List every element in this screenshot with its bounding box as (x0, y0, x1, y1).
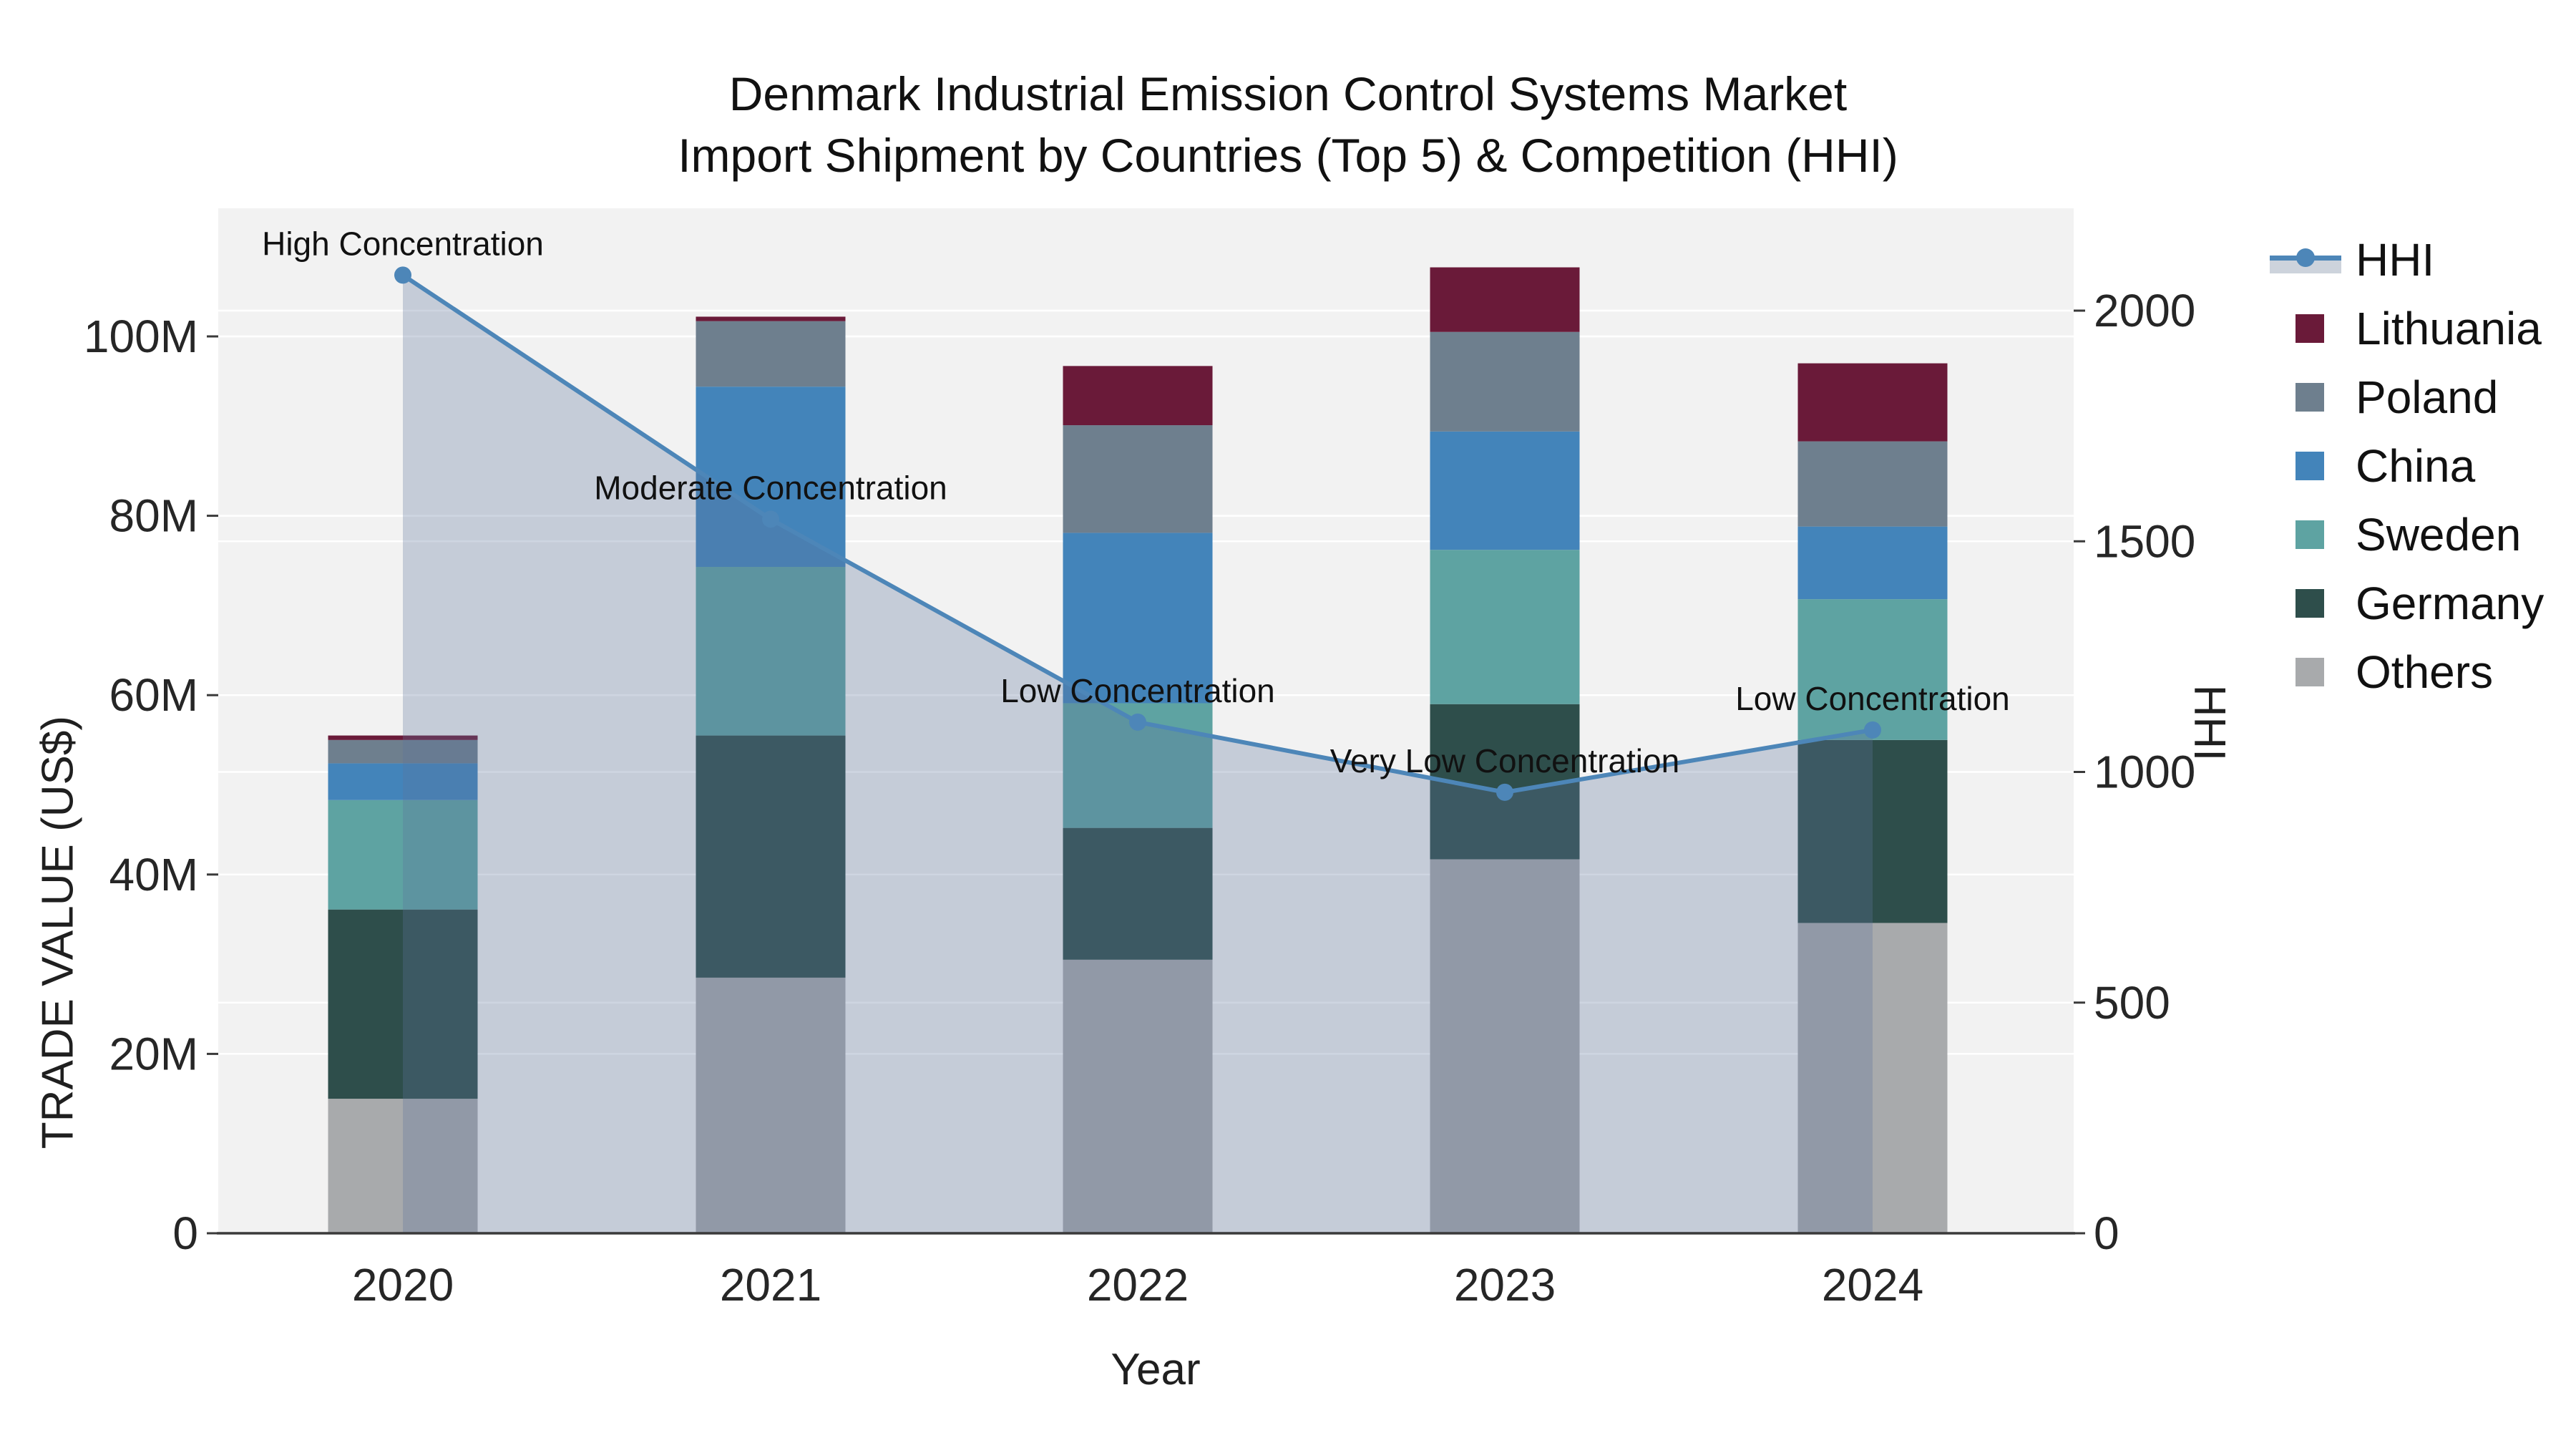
legend-label: Lithuania (2356, 303, 2542, 354)
x-axis-title: Year (1111, 1345, 1201, 1394)
left-tick-label: 80M (109, 490, 199, 542)
x-tick-label-2020: 2020 (352, 1259, 454, 1311)
left-axis-title: TRADE VALUE (US$) (33, 716, 83, 1150)
bar-segment-sweden-2024[interactable] (1797, 599, 1948, 740)
hhi-marker-2024[interactable] (1864, 721, 1881, 739)
x-tick-label-2024: 2024 (1822, 1259, 1923, 1311)
right-tick-label: 2000 (2094, 285, 2195, 336)
legend-item-germany[interactable]: Germany (2270, 569, 2544, 638)
legend-label: Sweden (2356, 509, 2522, 560)
left-tick-label: 0 (172, 1207, 198, 1259)
bar-segment-lithuania-2021[interactable] (696, 316, 846, 321)
bar-segment-poland-2024[interactable] (1797, 441, 1948, 527)
bar-segment-germany-2020[interactable] (328, 909, 478, 1099)
bar-segment-others-2024[interactable] (1797, 923, 1948, 1233)
bar-segment-poland-2023[interactable] (1430, 331, 1580, 432)
legend-item-lithuania[interactable]: Lithuania (2270, 294, 2544, 363)
legend-label: Others (2356, 646, 2494, 698)
hhi-marker-2020[interactable] (394, 266, 411, 284)
bar-segment-lithuania-2024[interactable] (1797, 363, 1948, 442)
left-tick-label: 20M (109, 1028, 199, 1079)
legend-label: China (2356, 440, 2476, 492)
bar-segment-lithuania-2023[interactable] (1430, 267, 1580, 332)
bar-segment-china-2022[interactable] (1063, 533, 1213, 704)
bar-segment-others-2021[interactable] (696, 977, 846, 1233)
x-tick-label-2022: 2022 (1087, 1259, 1189, 1311)
bar-segment-poland-2020[interactable] (328, 739, 478, 764)
x-tick-label-2021: 2021 (720, 1259, 821, 1311)
legend: HHI Lithuania Poland China Sweden Germany Othe… (2270, 225, 2544, 706)
bar-segment-china-2020[interactable] (328, 763, 478, 800)
germany-swatch-icon (2296, 589, 2324, 618)
bar-segment-china-2023[interactable] (1430, 431, 1580, 550)
right-tick-label: 1500 (2094, 515, 2195, 567)
hhi-line-icon (2270, 244, 2341, 276)
right-tick-label: 1000 (2094, 747, 2195, 798)
annotation-2022: Low Concentration (1000, 672, 1275, 709)
right-axis-title: HHI (2185, 684, 2234, 762)
bar-segment-others-2023[interactable] (1430, 859, 1580, 1233)
bar-segment-poland-2022[interactable] (1063, 425, 1213, 533)
bar-segment-germany-2021[interactable] (696, 735, 846, 978)
hhi-marker-2021[interactable] (762, 510, 779, 528)
chart-title: Denmark Industrial Emission Control Syst… (0, 63, 2576, 186)
hhi-area (403, 275, 1873, 1233)
annotation-2024: Low Concentration (1735, 680, 2010, 717)
bar-segment-sweden-2023[interactable] (1430, 550, 1580, 704)
legend-item-poland[interactable]: Poland (2270, 363, 2544, 432)
bar-segment-china-2024[interactable] (1797, 526, 1948, 600)
chart-title-line1: Denmark Industrial Emission Control Syst… (728, 67, 1848, 120)
left-tick-label: 60M (109, 669, 199, 721)
right-tick-label: 0 (2094, 1207, 2119, 1259)
bar-segment-poland-2021[interactable] (696, 321, 846, 387)
legend-item-others[interactable]: Others (2270, 638, 2544, 706)
poland-swatch-icon (2296, 383, 2324, 412)
x-tick-label-2023: 2023 (1454, 1259, 1556, 1311)
bar-segment-china-2021[interactable] (696, 387, 846, 568)
bars (328, 267, 1948, 1233)
chart-title-line2: Import Shipment by Countries (Top 5) & C… (678, 129, 1898, 182)
bar-segment-others-2020[interactable] (328, 1099, 478, 1233)
legend-item-hhi[interactable]: HHI (2270, 225, 2544, 294)
annotation-2021: Moderate Concentration (594, 469, 947, 506)
bar-segment-lithuania-2022[interactable] (1063, 366, 1213, 426)
bar-segment-germany-2022[interactable] (1063, 827, 1213, 960)
legend-label: HHI (2356, 234, 2435, 286)
bar-segment-sweden-2021[interactable] (696, 567, 846, 736)
bar-segment-sweden-2020[interactable] (328, 800, 478, 910)
legend-item-sweden[interactable]: Sweden (2270, 500, 2544, 569)
left-tick-label: 100M (84, 311, 198, 362)
axis-ticks-and-labels: 0 20M 40M 60M 80M 100M 0 500 1000 1500 2000 2020 202… (84, 285, 2195, 1311)
legend-item-china[interactable]: China (2270, 432, 2544, 500)
hhi-marker-2022[interactable] (1129, 713, 1146, 731)
right-tick-label: 500 (2094, 977, 2170, 1029)
annotation-2020: High Concentration (262, 225, 544, 262)
sweden-swatch-icon (2296, 520, 2324, 549)
annotation-2023: Very Low Concentration (1330, 742, 1679, 779)
legend-label: Germany (2356, 578, 2545, 629)
left-tick-label: 40M (109, 849, 199, 900)
others-swatch-icon (2296, 658, 2324, 686)
bar-segment-others-2022[interactable] (1063, 959, 1213, 1233)
lithuania-swatch-icon (2296, 314, 2324, 343)
bar-segment-lithuania-2020[interactable] (328, 735, 478, 740)
bar-segment-germany-2024[interactable] (1797, 739, 1948, 923)
legend-label: Poland (2356, 371, 2499, 423)
china-swatch-icon (2296, 452, 2324, 480)
hhi-marker-2023[interactable] (1496, 783, 1513, 801)
